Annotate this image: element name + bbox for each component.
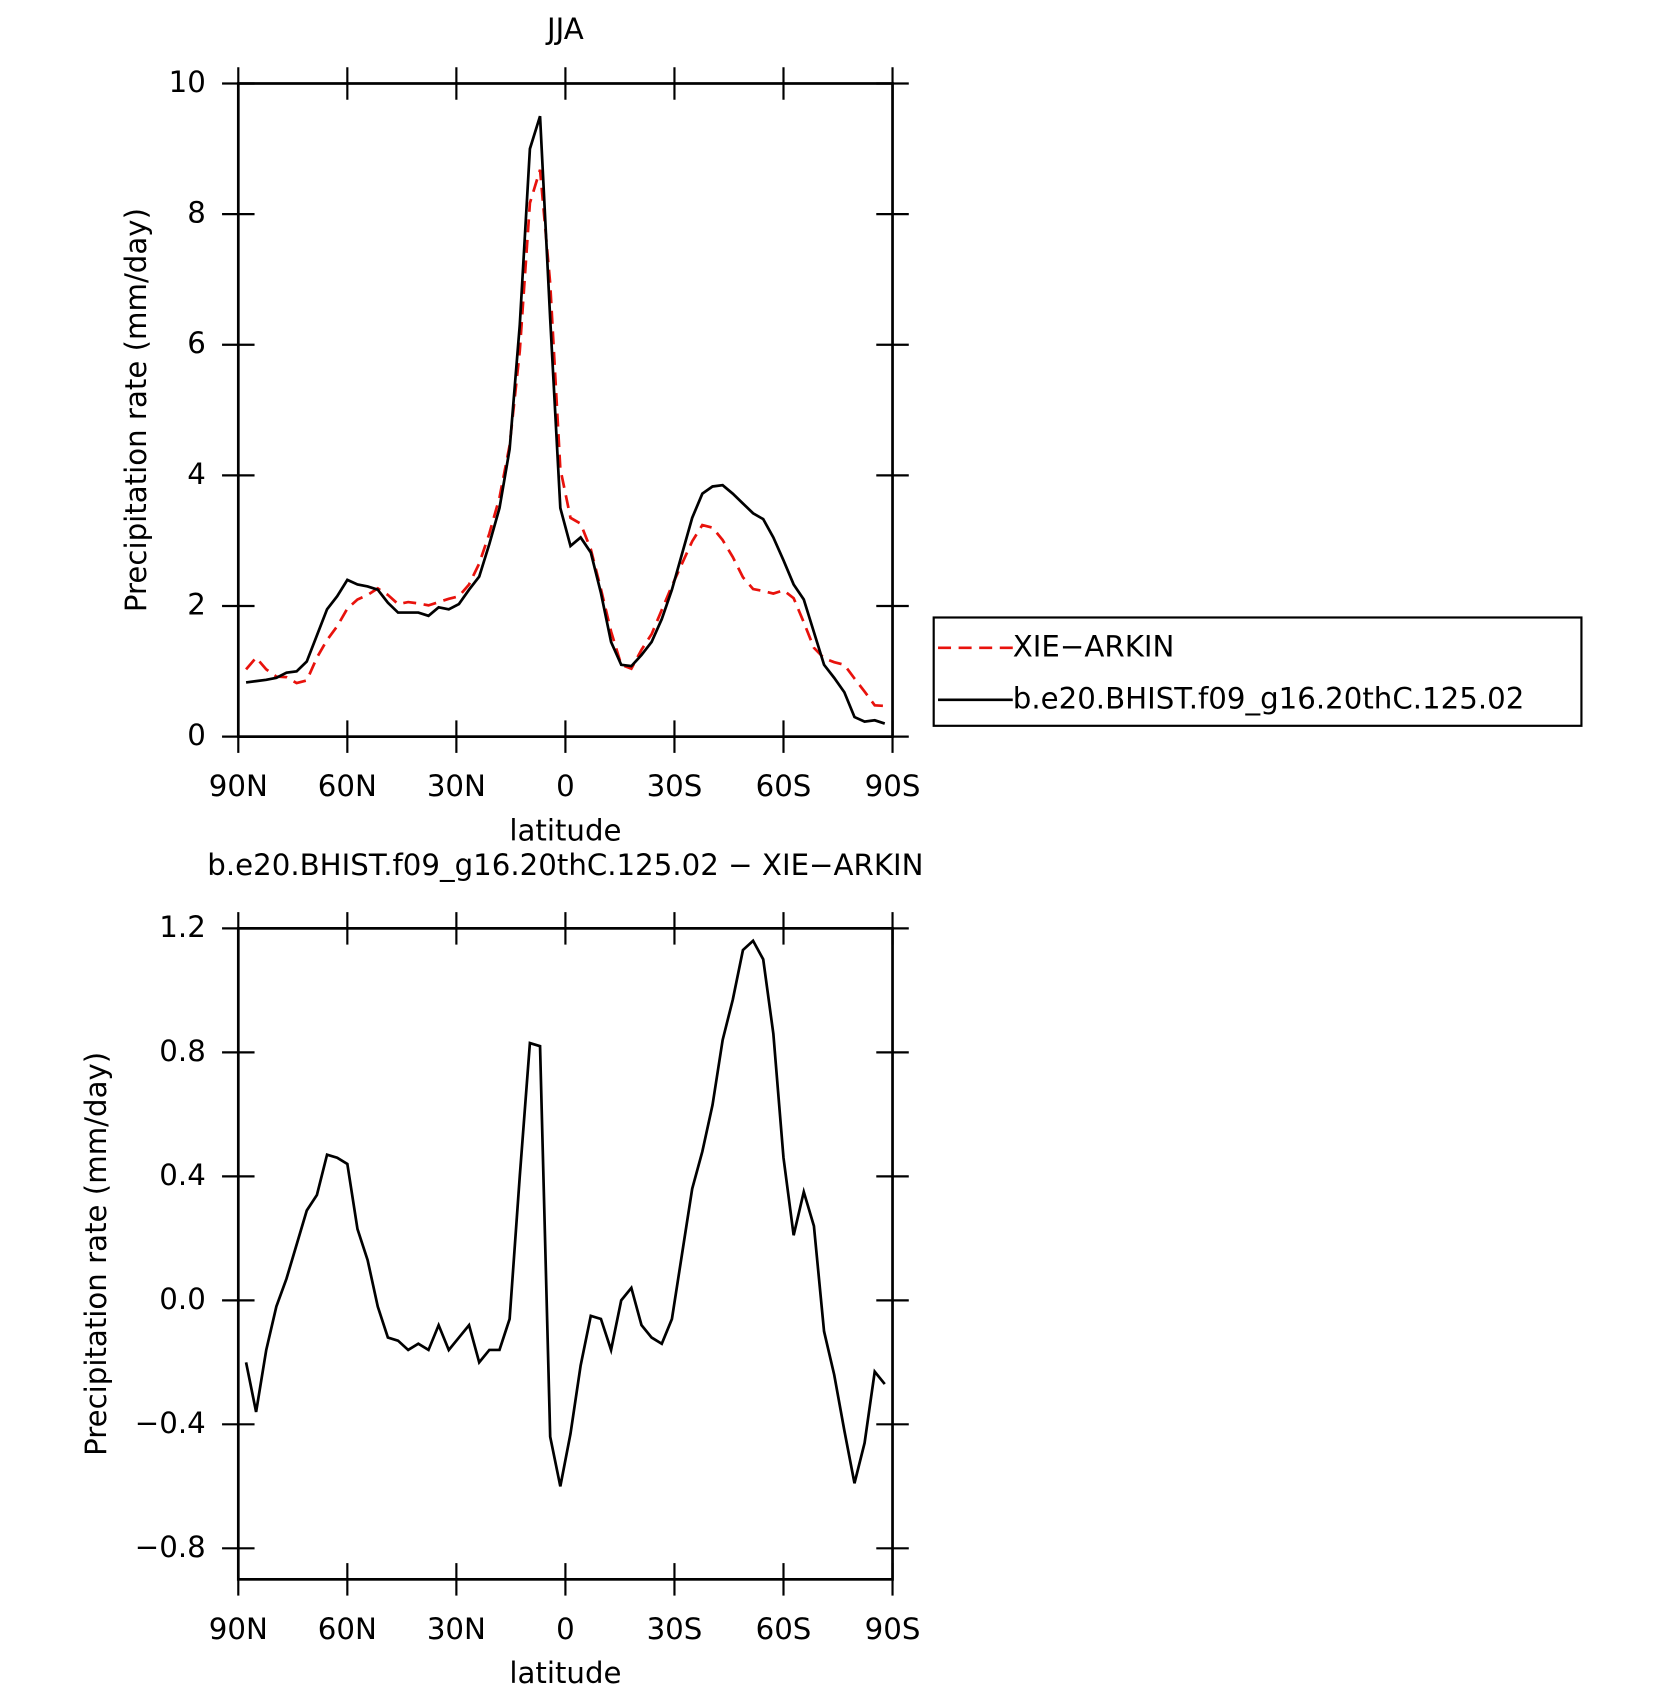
x-axis-label: latitude <box>509 1656 621 1690</box>
x-tick-label: 0 <box>556 1612 575 1646</box>
x-tick-label: 60S <box>756 769 812 803</box>
data-line <box>245 115 886 725</box>
y-tick-label: −0.8 <box>135 1530 206 1564</box>
x-tick-label: 0 <box>556 769 575 803</box>
x-axis-label: latitude <box>509 813 621 847</box>
y-tick-label: 0.8 <box>159 1034 205 1068</box>
x-tick-label: 90N <box>209 1612 268 1646</box>
plot-frame <box>236 927 894 1581</box>
legend-label: XIE−ARKIN <box>1013 629 1175 663</box>
y-tick-label: 10 <box>169 65 206 99</box>
x-tick-label: 60N <box>318 1612 377 1646</box>
chart-title: b.e20.BHIST.f09_g16.20thC.125.02 − XIE−A… <box>207 848 923 882</box>
y-tick-label: 0.0 <box>159 1282 205 1316</box>
x-tick-label: 30N <box>427 769 486 803</box>
y-tick-label: 8 <box>187 196 206 230</box>
y-tick-label: 1.2 <box>159 910 205 944</box>
legend-label: b.e20.BHIST.f09_g16.20thC.125.02 <box>1013 681 1525 715</box>
x-tick-label: 30S <box>647 1612 703 1646</box>
data-line <box>245 169 885 708</box>
x-tick-label: 60S <box>756 1612 812 1646</box>
y-tick-label: 0.4 <box>159 1158 205 1192</box>
y-tick-label: 4 <box>187 457 206 491</box>
legend-box <box>932 616 1583 727</box>
y-axis-label: Precipitation rate (mm/day) <box>79 1052 113 1456</box>
x-tick-label: 30S <box>647 769 703 803</box>
y-axis-label: Precipitation rate (mm/day) <box>119 208 153 612</box>
data-line <box>244 938 886 1487</box>
y-tick-label: 6 <box>187 326 206 360</box>
x-tick-label: 90S <box>865 1612 921 1646</box>
x-tick-label: 90N <box>209 769 268 803</box>
plot-frame <box>236 82 894 738</box>
y-tick-label: 2 <box>187 588 206 622</box>
y-tick-label: 0 <box>187 718 206 752</box>
chart-title: JJA <box>545 12 584 46</box>
y-tick-label: −0.4 <box>135 1406 206 1440</box>
x-tick-label: 60N <box>318 769 377 803</box>
x-tick-label: 30N <box>427 1612 486 1646</box>
x-tick-label: 90S <box>865 769 921 803</box>
